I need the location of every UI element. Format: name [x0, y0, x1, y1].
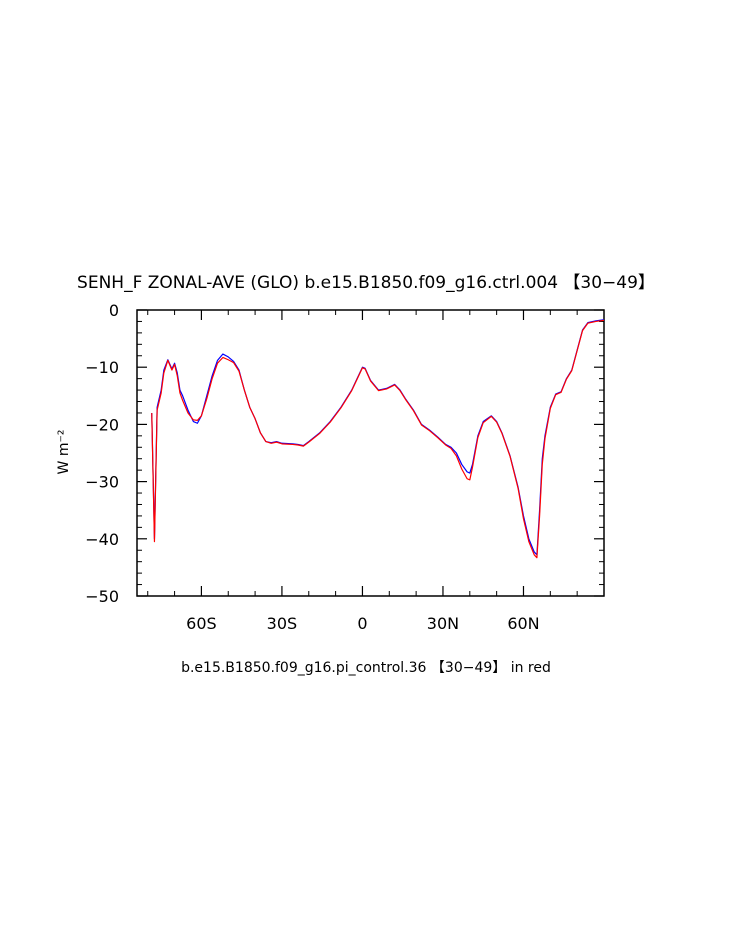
y-tick-label: −10: [85, 358, 119, 377]
series-layer: [151, 319, 605, 559]
series-line-blue: [151, 319, 605, 556]
series-line-red: [151, 319, 605, 559]
x-tick-label: 60S: [186, 614, 217, 633]
x-tick-label: 30S: [267, 614, 298, 633]
y-tick-label: 0: [109, 301, 119, 320]
x-tick-label: 60N: [507, 614, 539, 633]
plot-frame: [136, 309, 605, 597]
x-tick-label: 0: [357, 614, 367, 633]
y-tick-label: −30: [85, 473, 119, 492]
x-tick-label: 30N: [427, 614, 459, 633]
chart-title: SENH_F ZONAL-AVE (GLO) b.e15.B1850.f09_g…: [77, 273, 655, 293]
y-tick-label: −20: [85, 415, 119, 434]
axis-ticks: 60S 30S 0 30N 60N 0 −10 −20 −30 −40 −50: [85, 301, 604, 633]
y-tick-label: −50: [85, 587, 119, 606]
chart-subtitle: b.e15.B1850.f09_g16.pi_control.36 【30−49…: [181, 660, 551, 676]
y-tick-label: −40: [85, 530, 119, 549]
y-axis-label: W m⁻²: [56, 430, 72, 475]
